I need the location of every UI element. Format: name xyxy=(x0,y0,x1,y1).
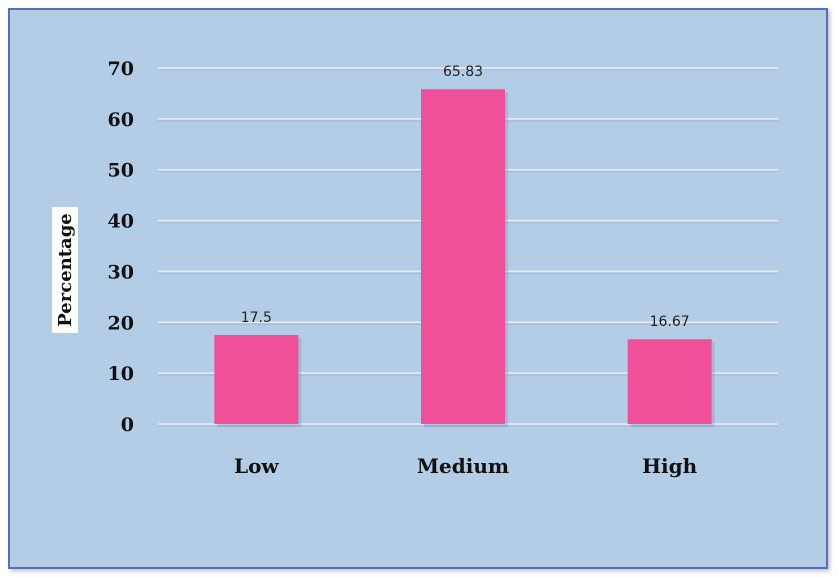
y-axis-label-text: Percentage xyxy=(55,213,76,327)
data-label-medium: 65.83 xyxy=(443,64,483,80)
x-category-label-low: Low xyxy=(234,454,279,478)
data-label-low: 17.5 xyxy=(241,310,272,326)
y-tick-label: 70 xyxy=(108,58,134,80)
y-axis-label: Percentage xyxy=(52,207,78,333)
bar-low xyxy=(214,335,299,424)
bar-medium xyxy=(421,89,505,424)
bars xyxy=(214,89,715,427)
x-axis-categories: Low Medium High xyxy=(234,454,698,478)
y-axis-label-background xyxy=(52,207,78,333)
x-category-label-high: High xyxy=(642,454,697,478)
y-tick-label: 40 xyxy=(108,211,134,233)
y-tick-label: 20 xyxy=(108,312,134,334)
bar-high xyxy=(627,339,712,424)
y-tick-label: 60 xyxy=(108,109,134,131)
y-tick-label: 50 xyxy=(108,160,134,182)
y-tick-label: 10 xyxy=(108,363,134,385)
y-axis-ticks: 0 10 20 30 40 50 60 70 xyxy=(108,58,134,436)
y-tick-label: 0 xyxy=(121,414,134,436)
chart-frame xyxy=(8,8,828,569)
y-tick-label: 30 xyxy=(108,261,134,283)
data-labels: 17.5 65.83 16.67 xyxy=(241,64,690,330)
data-label-high: 16.67 xyxy=(650,314,690,330)
x-category-label-medium: Medium xyxy=(417,454,509,478)
